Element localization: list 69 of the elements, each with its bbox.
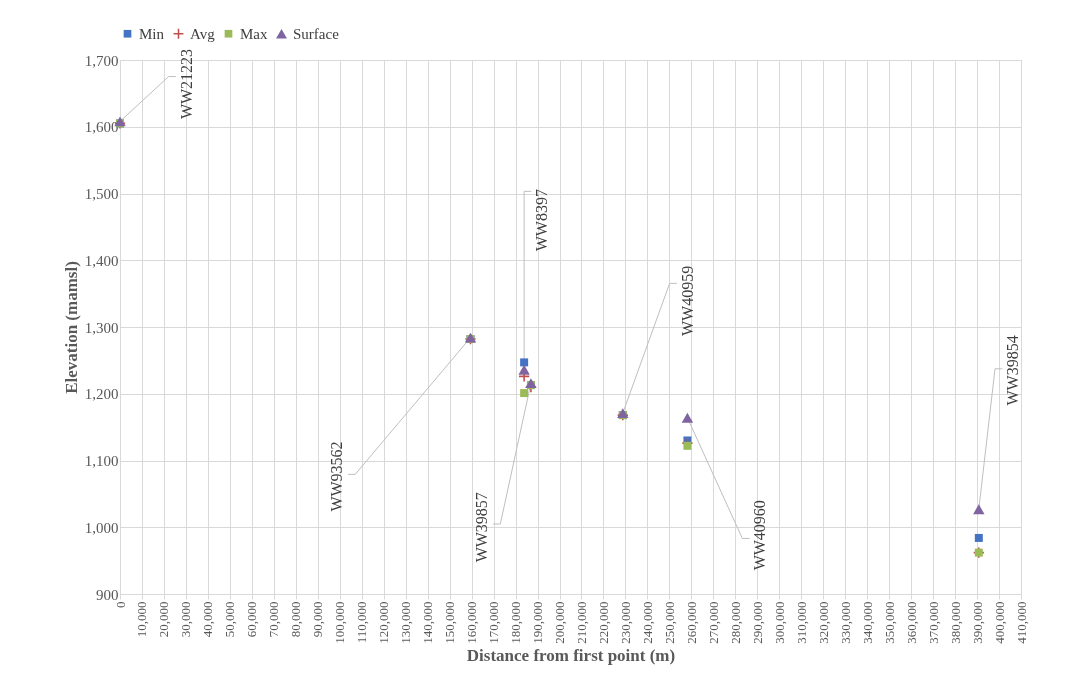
- x-tick-label: 70,000: [266, 601, 282, 638]
- x-tick-label: 170,000: [486, 601, 502, 644]
- x-tick-label: 190,000: [530, 601, 546, 644]
- x-axis-title: Distance from first point (m): [466, 645, 676, 665]
- x-tick-label: 350,000: [881, 601, 897, 644]
- y-tick-label: 1,400: [84, 252, 119, 269]
- annotation: WW21223: [177, 48, 195, 120]
- x-tick-label: 50,000: [222, 601, 238, 638]
- x-tick-label: 80,000: [288, 601, 304, 638]
- x-tick-label: 380,000: [947, 601, 963, 644]
- x-tick-label: 340,000: [859, 601, 875, 644]
- x-tick-label: 10,000: [134, 601, 150, 638]
- x-tick-label: 100,000: [332, 601, 348, 644]
- annotation: WW40959: [678, 265, 696, 337]
- x-tick-label: 140,000: [420, 601, 436, 644]
- point: [974, 533, 983, 542]
- point: [520, 358, 529, 367]
- annotation: WW40960: [751, 500, 769, 571]
- x-tick-label: 210,000: [573, 601, 589, 644]
- annotation: WW39854: [1004, 335, 1022, 406]
- x-tick-label: 410,000: [1013, 601, 1029, 644]
- x-tick-label: 250,000: [661, 601, 677, 644]
- x-tick-label: 130,000: [398, 601, 414, 644]
- x-tick-label: 400,000: [991, 601, 1007, 644]
- y-tick-label: 1,700: [84, 52, 119, 69]
- x-tick-label: 260,000: [683, 601, 699, 644]
- x-tick-label: 230,000: [617, 601, 633, 644]
- legend-label: Max: [240, 25, 268, 42]
- annotation: WW8397: [533, 189, 551, 252]
- x-tick-label: 390,000: [969, 601, 985, 644]
- legend-label: Avg: [190, 25, 216, 42]
- y-tick-label: 1,200: [84, 386, 119, 403]
- point: [973, 504, 985, 515]
- y-tick-label: 1,100: [84, 453, 119, 469]
- x-tick-label: 220,000: [595, 601, 611, 644]
- point: [518, 364, 530, 375]
- x-tick-label: 360,000: [903, 601, 919, 644]
- legend-label: Min: [139, 25, 165, 42]
- x-tick-label: 0: [112, 601, 128, 608]
- point: [681, 412, 694, 423]
- x-tick-label: 200,000: [552, 601, 568, 644]
- y-tick-label: 1,000: [84, 519, 119, 536]
- x-tick-label: 110,000: [354, 601, 370, 644]
- x-tick-label: 180,000: [508, 601, 524, 644]
- x-tick-label: 280,000: [727, 601, 743, 644]
- x-tick-label: 330,000: [837, 601, 853, 644]
- x-tick-label: 60,000: [244, 601, 260, 638]
- y-axis-title: Elevation (mamsl): [61, 261, 81, 394]
- x-tick-label: 290,000: [749, 601, 765, 644]
- y-tick-label: 1,300: [84, 319, 119, 336]
- x-tick-label: 310,000: [793, 601, 809, 644]
- legend-label: Surface: [293, 25, 340, 42]
- x-tick-label: 120,000: [376, 601, 392, 644]
- y-tick-label: 1,500: [84, 186, 119, 202]
- x-tick-label: 150,000: [442, 601, 458, 644]
- annotation: WW93562: [328, 441, 346, 512]
- x-tick-label: 90,000: [310, 601, 326, 638]
- x-tick-label: 370,000: [925, 601, 941, 644]
- x-tick-label: 240,000: [639, 601, 655, 644]
- x-tick-label: 300,000: [771, 601, 787, 644]
- x-tick-label: 30,000: [178, 601, 194, 638]
- annotation: WW39857: [473, 492, 491, 563]
- x-tick-label: 270,000: [705, 601, 721, 644]
- y-tick-label: 900: [96, 586, 119, 603]
- x-tick-label: 160,000: [464, 601, 480, 644]
- x-tick-label: 20,000: [156, 601, 172, 638]
- x-tick-label: 320,000: [815, 601, 831, 644]
- x-tick-label: 40,000: [200, 601, 216, 638]
- point: [520, 389, 529, 398]
